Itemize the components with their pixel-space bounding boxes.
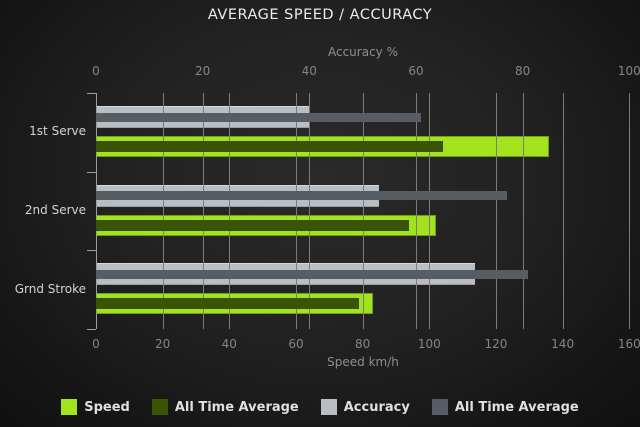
legend-item-all-time-average-1: All Time Average xyxy=(151,399,299,415)
category-label-2nd-serve: 2nd Serve xyxy=(24,203,86,217)
gridline-speed-160 xyxy=(629,93,631,329)
gridline-accuracy-40 xyxy=(309,93,311,329)
category-boundary-tick xyxy=(87,250,96,252)
top-axis-label: Accuracy % xyxy=(327,45,398,59)
bottom-axis-tick-160: 160 xyxy=(617,337,640,351)
gridline-accuracy-20 xyxy=(202,93,204,329)
gridline-accuracy-60 xyxy=(415,93,417,329)
left-axis-line xyxy=(96,93,97,329)
bar-speed-all-time-average-1st-serve xyxy=(96,141,443,152)
legend-label-all-time-average-1: All Time Average xyxy=(174,399,299,415)
bottom-axis-tick-120: 120 xyxy=(484,337,508,351)
bar-speed-all-time-average-grnd-stroke xyxy=(96,298,360,310)
gridline-speed-20 xyxy=(162,93,164,329)
legend-swatch-all-time-average-3 xyxy=(431,399,448,415)
legend-swatch-speed-0 xyxy=(61,399,78,415)
gridline-speed-60 xyxy=(295,93,297,329)
top-axis-tick-0: 0 xyxy=(92,64,100,78)
top-axis-tick-40: 40 xyxy=(301,64,317,78)
category-boundary-tick xyxy=(87,329,96,330)
legend-label-speed-0: Speed xyxy=(84,399,130,415)
bar-speed-all-time-average-2nd-serve xyxy=(96,219,410,231)
gridline-speed-80 xyxy=(362,93,364,329)
legend-swatch-all-time-average-1 xyxy=(151,399,168,415)
gridline-speed-140 xyxy=(562,93,564,329)
legend-item-accuracy-2: Accuracy xyxy=(320,399,410,415)
bottom-axis-tick-40: 40 xyxy=(221,337,237,351)
bottom-axis-tick-20: 20 xyxy=(155,337,171,351)
top-axis-tick-20: 20 xyxy=(195,64,211,78)
legend-swatch-accuracy-2 xyxy=(320,399,337,415)
top-axis-tick-80: 80 xyxy=(514,64,531,78)
bottom-axis-tick-100: 100 xyxy=(417,337,441,351)
chart-title: AVERAGE SPEED / ACCURACY xyxy=(207,7,433,23)
category-boundary-tick xyxy=(87,93,96,94)
gridline-speed-120 xyxy=(495,93,497,329)
legend: Speed All Time Average Accuracy All Time Av… xyxy=(0,399,640,415)
category-label-grnd-stroke: Grnd Stroke xyxy=(14,281,86,296)
legend-label-accuracy-2: Accuracy xyxy=(343,399,410,415)
category-boundary-tick xyxy=(87,171,96,173)
bar-accuracy-all-time-average-2nd-serve xyxy=(96,191,507,201)
legend-item-speed-0: Speed xyxy=(61,399,130,415)
legend-label-all-time-average-3: All Time Average xyxy=(454,399,579,415)
gridline-accuracy-80 xyxy=(522,93,524,329)
top-axis-tick-60: 60 xyxy=(408,64,424,78)
gridline-speed-100 xyxy=(429,93,431,329)
bar-accuracy-all-time-average-grnd-stroke xyxy=(96,269,528,279)
legend-item-all-time-average-3: All Time Average xyxy=(431,399,579,415)
gridline-speed-40 xyxy=(229,93,231,329)
bar-accuracy-all-time-average-1st-serve xyxy=(96,112,422,122)
bottom-axis-tick-140: 140 xyxy=(551,337,575,351)
top-axis-tick-100: 100 xyxy=(617,64,640,78)
bottom-axis-tick-60: 60 xyxy=(288,337,304,351)
bottom-axis-tick-0: 0 xyxy=(92,337,100,351)
bottom-axis-label: Speed km/h xyxy=(327,355,399,369)
category-label-1st-serve: 1st Serve xyxy=(29,124,86,139)
bottom-axis-tick-80: 80 xyxy=(355,337,371,351)
